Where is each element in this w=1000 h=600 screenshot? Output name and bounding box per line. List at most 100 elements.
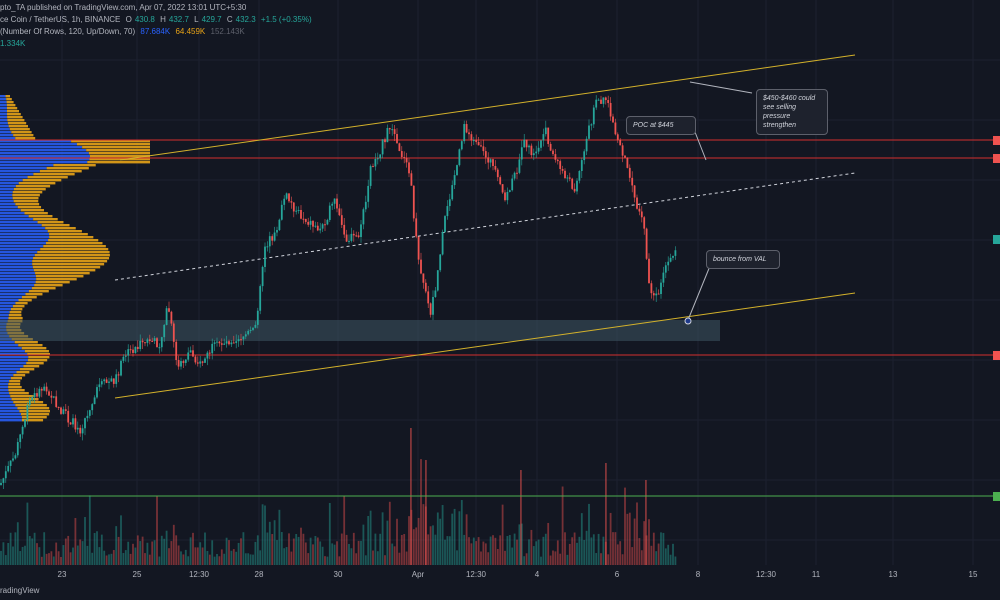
sell-pressure-note[interactable]: $450-$460 could see selling pressure str… <box>756 89 828 135</box>
channel-lower-line[interactable] <box>114 292 856 399</box>
volume-bar <box>549 555 552 565</box>
candle-body <box>588 125 590 139</box>
volume-bar <box>108 554 110 565</box>
candle-body <box>573 188 576 192</box>
candle-body <box>518 159 521 173</box>
volume-profile-down-bar <box>35 275 84 278</box>
volume-bar <box>45 553 48 565</box>
candle-body <box>576 180 578 192</box>
candle-body <box>362 209 365 225</box>
volume-bar <box>208 554 211 565</box>
candle-body <box>420 259 422 274</box>
volume-bar <box>384 555 386 565</box>
candle-body <box>91 404 94 411</box>
volume-profile-down-bar <box>10 377 23 380</box>
volume-profile-down-bar <box>15 203 40 206</box>
time-tick: 30 <box>333 570 343 579</box>
candle-body <box>412 185 415 219</box>
vp-down-volume: 64.459K <box>175 27 206 36</box>
symbol-legend: ce Coin / TetherUS, 1h, BINANCE O 430.8 H… <box>0 15 315 24</box>
volume-profile-down-bar <box>8 386 22 389</box>
volume-bar <box>86 545 89 565</box>
volume-profile-down-bar <box>35 281 70 284</box>
volume-bar <box>398 552 401 565</box>
volume-profile-up-bar <box>0 374 14 377</box>
symbol-title[interactable]: ce Coin / TetherUS, 1h, BINANCE <box>0 15 121 24</box>
volume-bar <box>456 550 458 565</box>
candle-body <box>84 418 86 429</box>
sell-pressure-note-text: $450-$460 could see selling pressure str… <box>763 95 816 129</box>
volume-bar <box>175 535 178 565</box>
volume-profile-down-bar <box>71 140 150 143</box>
volume-bar <box>336 541 338 565</box>
candle-body <box>38 388 41 397</box>
volume-profile-up-bar <box>0 407 18 410</box>
poc-note[interactable]: POC at $445 <box>626 116 696 135</box>
volume-bar <box>304 542 307 565</box>
volume-profile-down-bar <box>24 350 49 353</box>
indicator-legend-volume[interactable]: 1.334K <box>0 39 28 48</box>
candle-body <box>24 419 26 427</box>
candle-body <box>638 208 641 212</box>
volume-profile-up-bar <box>0 404 16 407</box>
candle-body <box>667 261 670 266</box>
volume-bar <box>254 541 257 565</box>
volume-profile-up-bar <box>0 275 36 278</box>
volume-profile-down-bar <box>17 407 50 410</box>
volume-bar <box>144 553 146 565</box>
volume-profile-up-bar <box>0 218 34 221</box>
volume-bar <box>189 537 192 565</box>
volume-bar <box>249 554 252 565</box>
candle-body <box>614 122 617 135</box>
volume-bar <box>290 551 293 565</box>
candle-body <box>492 159 494 167</box>
volume-bar <box>120 515 122 565</box>
candle-body <box>357 235 360 238</box>
candle-body <box>52 396 55 398</box>
volume-profile-down-bar <box>36 278 77 281</box>
bounce-anchor-dot[interactable] <box>684 317 692 325</box>
volume-profile-down-bar <box>6 98 12 101</box>
channel-mid-line[interactable] <box>114 172 856 281</box>
volume-profile-down-bar <box>7 113 21 116</box>
volume-bar <box>12 546 14 565</box>
candle-body <box>592 107 595 125</box>
volume-profile-down-bar <box>7 122 27 125</box>
volume-bar <box>364 555 367 565</box>
volume-profile-up-bar <box>0 287 32 290</box>
volume-bar <box>523 556 526 565</box>
volume-profile-down-bar <box>45 227 76 230</box>
candle-body <box>552 150 554 155</box>
volume-bar <box>26 502 29 565</box>
volume-profile-up-bar <box>0 371 17 374</box>
candle-body <box>93 397 96 405</box>
volume-profile-down-bar <box>28 215 53 218</box>
volume-profile-down-bar <box>7 119 25 122</box>
channel-upper-line[interactable] <box>119 54 856 161</box>
volume-profile-down-bar <box>49 236 94 239</box>
volume-bar <box>619 541 622 565</box>
volume-bar <box>597 533 600 565</box>
volume-bar <box>285 547 288 565</box>
candle-body <box>64 409 67 411</box>
volume-bar <box>396 518 398 565</box>
candle-body <box>417 236 420 260</box>
volume-profile-up-bar <box>0 362 27 365</box>
volume-bar <box>16 522 19 565</box>
volume-profile-down-bar <box>33 257 110 260</box>
volume-profile-up-bar <box>0 395 11 398</box>
volume-profile-up-bar <box>0 398 12 401</box>
volume-profile-up-bar <box>0 149 87 152</box>
candle-body <box>9 460 12 466</box>
indicator-legend-vp[interactable]: (Number Of Rows, 120, Up/Down, 70) 87.68… <box>0 27 248 36</box>
candle-body <box>511 178 514 191</box>
bounce-note[interactable]: bounce from VAL <box>706 250 780 269</box>
volume-bar <box>57 551 60 565</box>
volume-bar <box>182 554 185 565</box>
time-tick: 15 <box>968 570 978 579</box>
volume-bar <box>520 470 522 565</box>
volume-profile-down-bar <box>37 251 110 254</box>
candle-body <box>465 124 468 133</box>
volume-profile-down-bar <box>6 110 19 113</box>
